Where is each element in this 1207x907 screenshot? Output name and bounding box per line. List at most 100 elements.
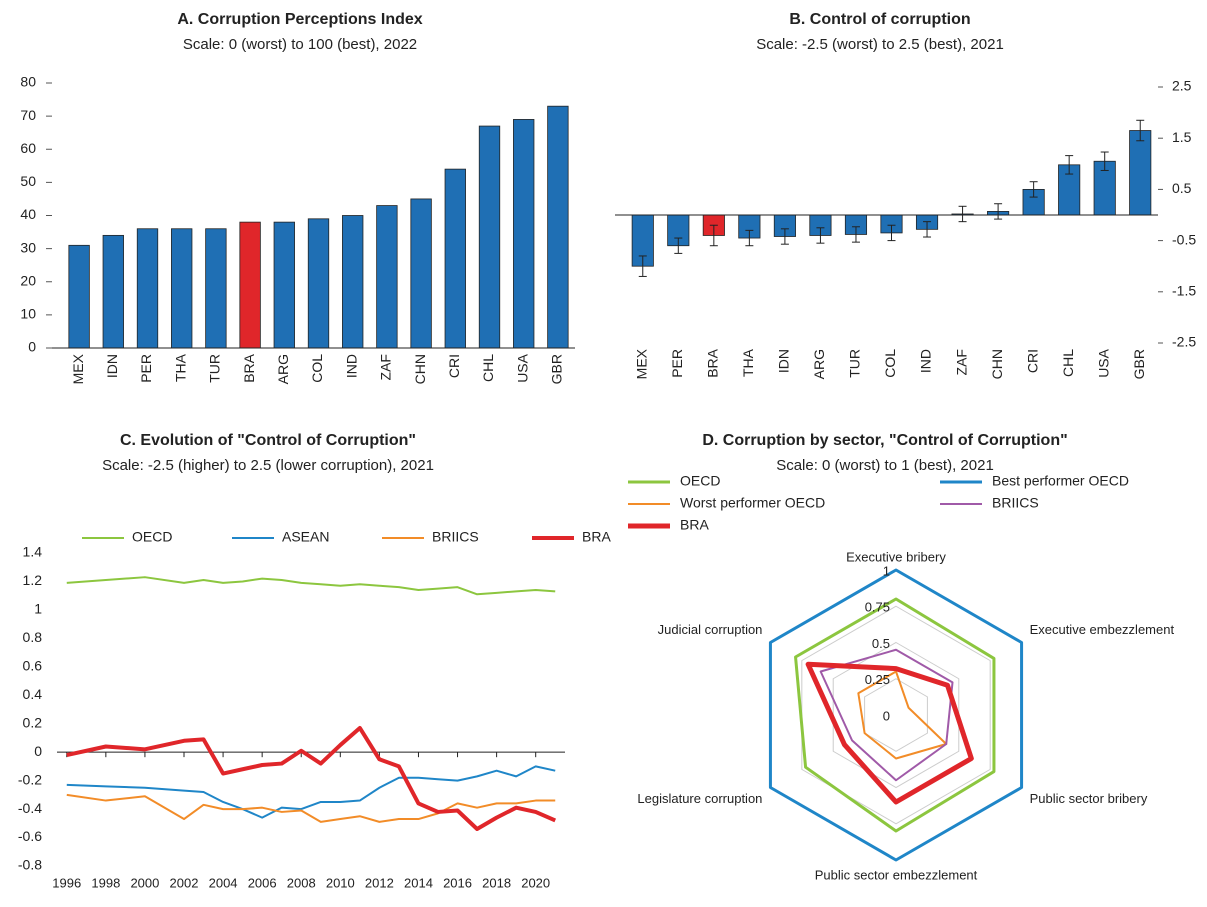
x-tick-label: 2002 bbox=[170, 875, 199, 890]
x-tick-label: COL bbox=[882, 349, 898, 378]
bar bbox=[444, 168, 466, 349]
y-tick-label: 0.6 bbox=[23, 658, 43, 674]
x-tick-label: ZAF bbox=[953, 349, 969, 375]
chart-title: A. Corruption Perceptions Index bbox=[177, 11, 422, 28]
x-tick-label: GBR bbox=[549, 354, 565, 384]
bar bbox=[273, 221, 295, 349]
x-tick-label: TUR bbox=[207, 354, 223, 383]
y-tick-label: 0.2 bbox=[23, 714, 43, 730]
bar bbox=[342, 215, 364, 349]
x-tick-label: USA bbox=[514, 353, 530, 382]
y-tick-label: 10 bbox=[20, 306, 36, 322]
y-tick-label: 2.5 bbox=[1172, 78, 1192, 94]
x-tick-label: ZAF bbox=[378, 354, 394, 380]
legend-label: BRA bbox=[582, 529, 611, 545]
x-tick-label: IND bbox=[918, 349, 934, 373]
bar bbox=[171, 228, 193, 349]
x-tick-label: THA bbox=[172, 353, 188, 382]
chart-subtitle: Scale: 0 (worst) to 1 (best), 2021 bbox=[776, 457, 994, 474]
series-line bbox=[66, 765, 556, 819]
y-tick-label: -0.4 bbox=[18, 800, 42, 816]
bar bbox=[239, 221, 261, 349]
grid-ring bbox=[864, 678, 928, 752]
y-tick-label: 60 bbox=[20, 140, 36, 156]
y-tick-label: 1.4 bbox=[23, 544, 43, 560]
legend-label: Worst performer OECD bbox=[680, 495, 825, 511]
r-tick-label: 0.75 bbox=[865, 600, 890, 615]
x-tick-label: 2010 bbox=[326, 875, 355, 890]
legend-label: BRIICS bbox=[992, 495, 1039, 511]
y-tick-label: -0.6 bbox=[18, 828, 42, 844]
x-tick-label: 2018 bbox=[482, 875, 511, 890]
axis-label: Judicial corruption bbox=[658, 622, 763, 637]
series-area bbox=[819, 648, 954, 782]
x-tick-label: CHN bbox=[989, 349, 1005, 379]
x-tick-label: 1996 bbox=[52, 875, 81, 890]
y-tick-label: -1.5 bbox=[1172, 283, 1196, 299]
series-area bbox=[794, 597, 996, 833]
y-tick-label: 30 bbox=[20, 239, 36, 255]
axis-label: Executive embezzlement bbox=[1030, 622, 1175, 637]
r-tick-label: 0.5 bbox=[872, 636, 890, 651]
y-tick-label: 20 bbox=[20, 272, 36, 288]
bar bbox=[1129, 130, 1152, 216]
x-tick-label: MEX bbox=[633, 348, 649, 379]
x-tick-label: 2020 bbox=[521, 875, 550, 890]
x-tick-label: 2016 bbox=[443, 875, 472, 890]
y-tick-label: 1.5 bbox=[1172, 129, 1192, 145]
x-tick-label: BRA bbox=[241, 353, 257, 382]
bar bbox=[547, 105, 569, 349]
y-tick-label: 50 bbox=[20, 173, 36, 189]
y-tick-label: 0 bbox=[28, 339, 36, 355]
chart-subtitle: Scale: 0 (worst) to 100 (best), 2022 bbox=[183, 36, 417, 53]
grid-ring bbox=[769, 569, 1023, 861]
x-tick-label: CHN bbox=[412, 354, 428, 384]
chart-subtitle: Scale: -2.5 (worst) to 2.5 (best), 2021 bbox=[756, 36, 1004, 53]
x-tick-label: MEX bbox=[70, 353, 86, 384]
x-tick-label: 1998 bbox=[91, 875, 120, 890]
y-tick-label: 0 bbox=[34, 743, 42, 759]
legend-label: BRIICS bbox=[432, 529, 479, 545]
x-tick-label: 2014 bbox=[404, 875, 433, 890]
x-tick-label: PER bbox=[138, 354, 154, 383]
x-tick-label: CRI bbox=[446, 354, 462, 378]
bar bbox=[205, 228, 227, 349]
x-tick-label: IDN bbox=[776, 349, 792, 373]
x-tick-label: THA bbox=[740, 348, 756, 377]
series-line bbox=[66, 793, 556, 823]
bar bbox=[307, 218, 330, 349]
r-tick-label: 0.25 bbox=[865, 672, 890, 687]
y-tick-label: 70 bbox=[20, 107, 36, 123]
axis-label: Legislature corruption bbox=[637, 791, 762, 806]
series-line bbox=[66, 576, 556, 596]
bar bbox=[478, 125, 501, 349]
legend-label: Best performer OECD bbox=[992, 473, 1129, 489]
bar bbox=[102, 234, 124, 349]
x-tick-label: ARG bbox=[275, 354, 291, 384]
x-tick-label: 2012 bbox=[365, 875, 394, 890]
chart-title: B. Control of corruption bbox=[789, 11, 970, 28]
y-tick-label: 1 bbox=[34, 601, 42, 617]
x-tick-label: USA bbox=[1095, 348, 1111, 377]
grid-ring bbox=[801, 605, 991, 825]
x-tick-label: 2006 bbox=[248, 875, 277, 890]
y-tick-label: 1.2 bbox=[23, 572, 43, 588]
bar bbox=[513, 119, 535, 349]
axis-label: Public sector bribery bbox=[1030, 791, 1148, 806]
series-area bbox=[805, 661, 974, 805]
legend-label: BRA bbox=[680, 517, 709, 533]
x-tick-label: 2004 bbox=[209, 875, 238, 890]
y-tick-label: 0.8 bbox=[23, 629, 43, 645]
axis-label: Public sector embezzlement bbox=[815, 867, 978, 882]
legend-label: OECD bbox=[132, 529, 172, 545]
legend-label: ASEAN bbox=[282, 529, 329, 545]
bar bbox=[68, 244, 90, 349]
series-area bbox=[768, 568, 1024, 862]
y-tick-label: 0.5 bbox=[1172, 180, 1192, 196]
x-tick-label: BRA bbox=[705, 348, 721, 377]
y-tick-label: -0.8 bbox=[18, 857, 42, 873]
x-tick-label: CHL bbox=[480, 354, 496, 382]
series-area bbox=[857, 670, 948, 760]
x-tick-label: IDN bbox=[104, 354, 120, 378]
y-tick-label: -0.2 bbox=[18, 771, 42, 787]
